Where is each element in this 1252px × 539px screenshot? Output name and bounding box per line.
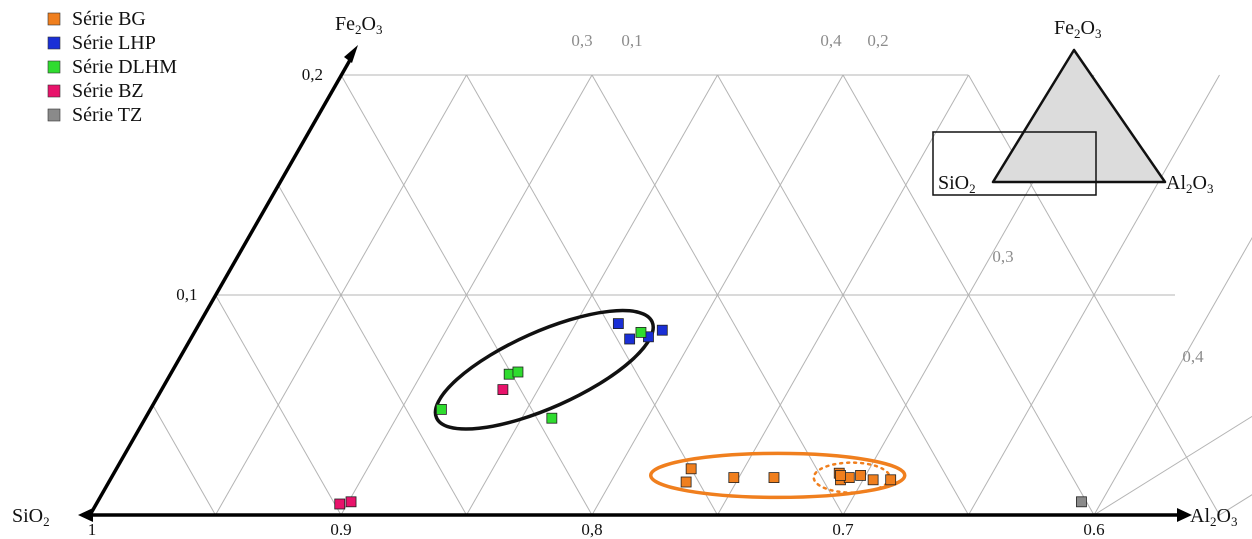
- grid-antiparallel-6: [591, 74, 844, 516]
- grid-antiparallel-8: [842, 74, 1095, 516]
- inset-triangle: Fe2O3 SiO2 Al2O3: [932, 17, 1213, 196]
- ellipse-2: [648, 451, 907, 500]
- point-series0-2: [728, 472, 740, 484]
- legend-label-1: Série LHP: [72, 32, 156, 54]
- legend-label-3: Série BZ: [72, 80, 144, 102]
- grid-antiparallel-3: [277, 184, 467, 516]
- data-points: [334, 318, 1087, 510]
- inset-zoom-box: [932, 131, 1097, 196]
- inset-label-fe2o3: Fe2O3: [1054, 17, 1101, 41]
- inset-triangle-shape: [991, 48, 1167, 184]
- axis-bottom-arrow: [1177, 508, 1192, 522]
- point-series2-1: [546, 412, 558, 424]
- axis-left-arrow: [344, 45, 358, 63]
- point-series1-3: [656, 324, 668, 336]
- grid-antiparallel-9: [968, 74, 1220, 516]
- axis-sio2-arrow: [78, 508, 93, 522]
- grid-extra-0: [1093, 415, 1252, 516]
- point-series1-0: [612, 318, 624, 330]
- grid-parallel-fe2o3-axis-8: [1093, 237, 1252, 516]
- axis-left: [88, 59, 352, 516]
- tick-al2o3-upper-0,3: 0,3: [992, 247, 1013, 266]
- axis-label-fe2o3: Fe2O3: [335, 13, 382, 37]
- tick-sio2-0,8: 0,8: [581, 520, 602, 539]
- point-series0-8: [885, 474, 897, 486]
- tick-al2o3-upper-0,4: 0,4: [1182, 347, 1204, 366]
- legend-label-2: Série DLHM: [72, 56, 177, 78]
- grid-antiparallel-5: [466, 74, 718, 516]
- point-series0-1: [685, 463, 697, 475]
- tick-fe2o3-0,1: 0,1: [176, 285, 197, 304]
- point-series0-6: [855, 469, 866, 481]
- point-series1-1: [624, 333, 636, 345]
- point-series4-0: [1076, 496, 1087, 508]
- tick-fe2o3-0,2: 0,2: [302, 65, 323, 84]
- point-series0-3: [768, 472, 780, 484]
- legend-swatch-4: [47, 108, 61, 122]
- grid-antiparallel-1: [152, 404, 216, 516]
- inset-label-sio2: SiO2: [938, 172, 976, 196]
- tick-sio2-0.6: 0.6: [1083, 520, 1104, 539]
- legend-label-0: Série BG: [72, 8, 146, 30]
- point-series2-4: [635, 326, 647, 338]
- point-series3-0: [497, 384, 509, 396]
- legend-label-4: Série TZ: [72, 104, 142, 126]
- tick-sio2-0.7: 0.7: [832, 520, 854, 539]
- legend-swatch-2: [47, 60, 61, 74]
- grid-extra-1: [1219, 494, 1252, 516]
- grid-lines: [152, 74, 1252, 516]
- axes: [78, 45, 1192, 522]
- ellipse-1: [433, 308, 655, 431]
- point-series2-0: [435, 403, 447, 415]
- tick-labels: SiO2 Al2O3 Fe2O3 1 0.9 0,8 0.7 0.6 0,1 0,2 0,1 0,2 0…: [12, 13, 1237, 539]
- tick-al2o3-top-0,2: 0,2: [867, 31, 888, 50]
- grid-antiparallel-2: [215, 294, 342, 516]
- grid-antiparallel-4: [340, 74, 593, 516]
- point-series2-3: [512, 366, 524, 378]
- tick-al2o3-top-0,1: 0,1: [621, 31, 642, 50]
- legend-swatch-3: [47, 84, 61, 98]
- legend-swatch-0: [47, 12, 61, 26]
- legend-swatch-1: [47, 36, 61, 50]
- point-series0-7: [867, 474, 879, 486]
- tick-sio2-0.9: 0.9: [330, 520, 351, 539]
- axis-label-sio2: SiO2: [12, 505, 50, 529]
- inset-label-al2o3: Al2O3: [1166, 172, 1213, 196]
- tick-al2o3-top-0,4: 0,4: [820, 31, 842, 50]
- tick-al2o3-top-0,3: 0,3: [571, 31, 592, 50]
- point-series3-1: [334, 498, 346, 510]
- axis-label-al2o3: Al2O3: [1190, 505, 1237, 529]
- point-series0-0: [680, 476, 692, 488]
- group-ellipses: [433, 308, 907, 500]
- point-series0-10: [835, 469, 846, 481]
- tick-sio2-1: 1: [88, 520, 97, 539]
- grid-antiparallel-7: [717, 74, 969, 516]
- point-series3-2: [345, 496, 357, 508]
